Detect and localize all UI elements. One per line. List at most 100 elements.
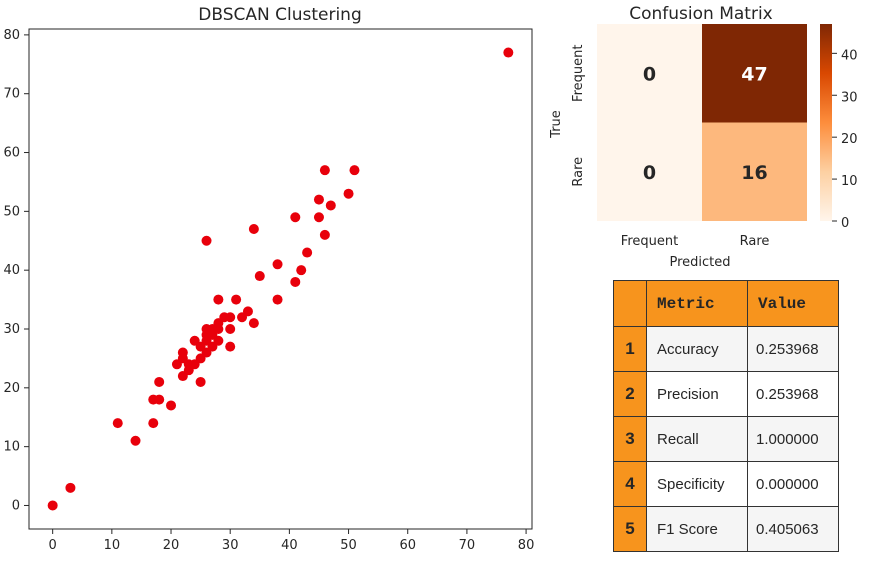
scatter-point bbox=[47, 500, 58, 511]
scatter-point bbox=[130, 435, 141, 446]
scatter-point bbox=[177, 347, 188, 358]
metric-value: 0.000000 bbox=[747, 461, 839, 507]
y-tick-label: 70 bbox=[3, 87, 20, 102]
heatmap-cell bbox=[597, 122, 702, 221]
scatter-y-axis: 0 10 20 30 40 50 60 70 80 bbox=[3, 28, 29, 513]
row-index: 3 bbox=[613, 416, 647, 462]
y-tick-label: 30 bbox=[3, 322, 20, 337]
x-tick-label: 0 bbox=[49, 538, 57, 553]
scatter-point bbox=[503, 47, 514, 58]
x-tick-label: 40 bbox=[281, 538, 298, 553]
scatter-point bbox=[148, 418, 159, 429]
heatmap-cell-value: 0 bbox=[643, 63, 656, 85]
metric-value: 0.253968 bbox=[747, 371, 839, 417]
colorbar-tick-label: 40 bbox=[841, 48, 858, 63]
row-index: 1 bbox=[613, 326, 647, 372]
row-index: 5 bbox=[613, 506, 647, 552]
x-tick-label: 80 bbox=[518, 538, 535, 553]
table-row: 3 Recall 1.000000 bbox=[613, 416, 839, 462]
scatter-point bbox=[302, 247, 313, 258]
scatter-points bbox=[47, 47, 514, 511]
scatter-point bbox=[201, 235, 212, 246]
scatter-point bbox=[248, 224, 259, 234]
heatmap-ylabel: True bbox=[549, 110, 564, 139]
scatter-point bbox=[272, 259, 283, 270]
scatter-point bbox=[272, 294, 283, 305]
x-tick-label: 20 bbox=[163, 538, 180, 553]
metric-value: 0.405063 bbox=[747, 506, 839, 552]
table-header-index bbox=[613, 280, 647, 327]
row-index: 2 bbox=[613, 371, 647, 417]
table-row: 2 Precision 0.253968 bbox=[613, 371, 839, 417]
table-header-row: Metric Value bbox=[613, 280, 839, 327]
y-tick-label: 50 bbox=[3, 204, 20, 219]
heatmap-cell-value: 0 bbox=[643, 162, 656, 184]
confusion-matrix: Confusion Matrix 0 470 16 Frequent RareFreq… bbox=[549, 4, 858, 270]
scatter-point bbox=[248, 318, 259, 329]
metric-name: Specificity bbox=[646, 461, 748, 507]
y-tick-label: 60 bbox=[3, 146, 20, 161]
x-tick-label: 10 bbox=[104, 538, 121, 553]
heatmap-cell-value: 47 bbox=[741, 63, 767, 85]
heatmap-y-tick-label: Frequent bbox=[571, 45, 586, 102]
scatter-point bbox=[349, 165, 360, 176]
y-tick-label: 10 bbox=[3, 440, 20, 455]
heatmap-y-tick-label: Rare bbox=[571, 157, 586, 187]
colorbar-tick-label: 0 bbox=[841, 216, 849, 231]
scatter-point bbox=[213, 335, 224, 346]
scatter-point bbox=[254, 271, 265, 282]
heatmap-cell bbox=[702, 24, 807, 123]
heatmap-title: Confusion Matrix bbox=[629, 4, 773, 24]
scatter-point bbox=[319, 229, 330, 240]
metric-name: F1 Score bbox=[646, 506, 748, 552]
scatter-point bbox=[290, 276, 301, 287]
scatter-point bbox=[112, 418, 123, 429]
row-index: 4 bbox=[613, 461, 647, 507]
metric-name: Accuracy bbox=[646, 326, 748, 372]
y-tick-label: 80 bbox=[3, 28, 20, 43]
metric-value: 1.000000 bbox=[747, 416, 839, 462]
scatter-axes-frame bbox=[28, 28, 533, 530]
scatter-point bbox=[213, 294, 224, 305]
scatter-point bbox=[154, 394, 165, 405]
heatmap-labels: Frequent Rare Frequent Rare bbox=[571, 45, 769, 249]
x-tick-label: 50 bbox=[340, 538, 357, 553]
heatmap-x-tick-label: Frequent bbox=[621, 234, 678, 249]
scatter-plot: DBSCAN Clustering 0 10 20 30 40 50 60 70 80 0 10 2… bbox=[3, 5, 534, 553]
y-tick-label: 0 bbox=[12, 498, 20, 513]
y-tick-label: 40 bbox=[3, 263, 20, 278]
scatter-point bbox=[154, 376, 165, 387]
table-row: 4 Specificity 0.000000 bbox=[613, 461, 839, 507]
scatter-point bbox=[313, 194, 324, 205]
scatter-point bbox=[225, 341, 236, 352]
heatmap-cells: 0 47 0 16 bbox=[597, 24, 807, 221]
scatter-x-axis: 0 10 20 30 40 50 60 70 80 bbox=[49, 529, 535, 553]
scatter-point bbox=[65, 482, 76, 493]
heatmap-cell-value: 16 bbox=[741, 162, 767, 184]
x-tick-label: 60 bbox=[399, 538, 416, 553]
table-row: 5 F1 Score 0.405063 bbox=[613, 506, 839, 552]
metric-value: 0.253968 bbox=[747, 326, 839, 372]
scatter-point bbox=[231, 294, 242, 305]
table-header-metric: Metric bbox=[646, 280, 748, 327]
metrics-table: Metric Value 1 Accuracy 0.253968 2 Preci… bbox=[613, 280, 839, 552]
scatter-point bbox=[166, 400, 177, 411]
x-tick-label: 30 bbox=[222, 538, 239, 553]
colorbar-tick-label: 20 bbox=[841, 132, 858, 147]
colorbar-ticks: 0 10 20 30 40 bbox=[832, 48, 858, 231]
y-tick-label: 20 bbox=[3, 381, 20, 396]
scatter-point bbox=[242, 306, 253, 317]
scatter-point bbox=[225, 312, 236, 323]
scatter-point bbox=[225, 324, 236, 334]
scatter-title: DBSCAN Clustering bbox=[198, 5, 362, 25]
table-row: 1 Accuracy 0.253968 bbox=[613, 326, 839, 372]
heatmap-cell bbox=[702, 122, 807, 221]
table-header-value: Value bbox=[747, 280, 839, 327]
colorbar-tick-label: 10 bbox=[841, 174, 858, 189]
metric-name: Precision bbox=[646, 371, 748, 417]
heatmap-x-tick-label: Rare bbox=[740, 234, 770, 249]
scatter-point bbox=[195, 376, 206, 387]
scatter-point bbox=[319, 165, 330, 176]
heatmap-xlabel: Predicted bbox=[669, 255, 730, 270]
